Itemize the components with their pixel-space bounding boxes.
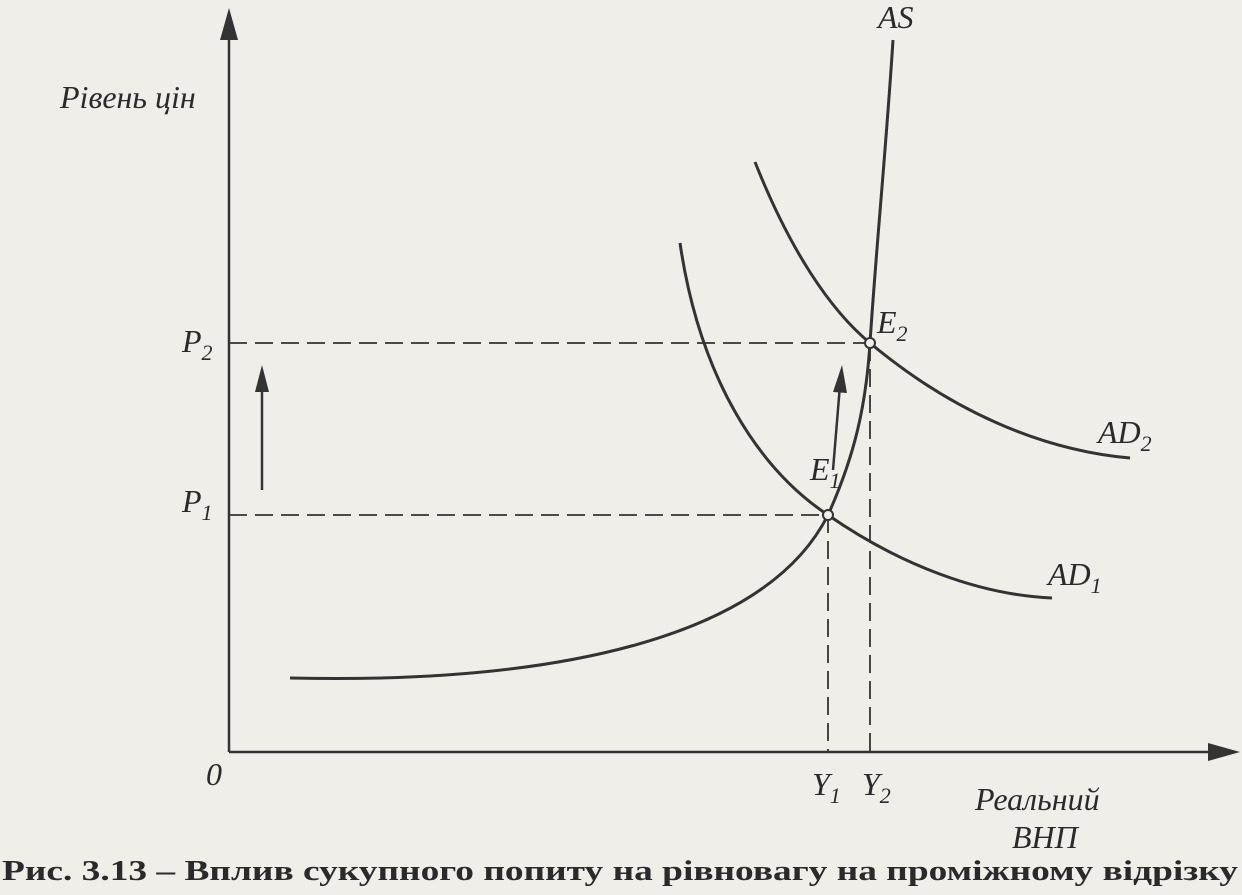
- e2-label: E2: [876, 304, 908, 346]
- x-axis-arrow: [1208, 743, 1240, 761]
- x-axis-label: ВНП: [1012, 819, 1080, 855]
- ad1-label: AD1: [1046, 556, 1102, 598]
- y1-label: Y1: [812, 766, 841, 808]
- p1-label: P1: [181, 483, 213, 525]
- e1-label: E1: [809, 451, 841, 493]
- caption: Рис. 3.13 – Вплив сукупного попиту на рі…: [2, 855, 1239, 887]
- p2-label: P2: [181, 323, 213, 365]
- shift-arrowhead: [833, 365, 847, 393]
- e1-point: [822, 509, 834, 521]
- shift-arrow: [831, 384, 842, 471]
- e2-point: [864, 337, 876, 349]
- as-curve: [289, 39, 895, 680]
- ad2-label: AD2: [1096, 414, 1152, 456]
- origin-label: 0: [206, 756, 222, 792]
- y-axis-arrow: [220, 8, 238, 40]
- x-axis-label: Реальний: [974, 781, 1100, 817]
- ad1-curve: [678, 242, 1053, 600]
- ad2-curve: [753, 161, 1131, 460]
- as-label: AS: [876, 0, 914, 35]
- shift-arrowhead: [255, 365, 269, 392]
- y2-label: Y2: [862, 766, 891, 808]
- y-axis-label: Рівень цін: [59, 79, 196, 115]
